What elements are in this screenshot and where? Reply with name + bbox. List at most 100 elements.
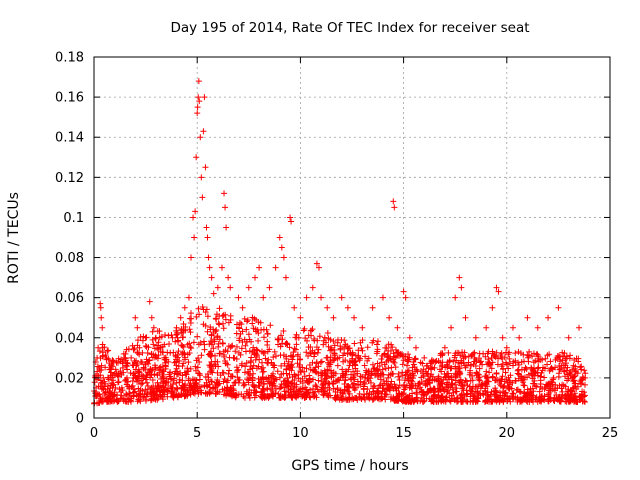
data-point-band [421,397,428,404]
data-point-band [341,344,348,351]
data-point-band [226,367,233,374]
data-point-band [258,359,265,366]
data-point-band [495,355,502,362]
data-point [245,284,252,291]
data-point [499,334,506,341]
data-point-band [116,386,123,393]
data-point-band [306,362,313,369]
data-point [202,164,209,171]
data-point-band [210,345,217,352]
data-point [412,344,419,351]
data-point-band [393,385,400,392]
data-point-band [334,385,341,392]
data-point [152,334,159,341]
data-point-band [200,321,207,328]
data-point [400,288,407,295]
data-point-band [194,333,201,340]
data-point-band [311,336,318,343]
data-point-band [120,396,127,403]
data-point-band [251,394,258,401]
data-point-band [309,347,316,354]
data-point-band [452,388,459,395]
data-point-band [472,356,479,363]
data-point-band [550,374,557,381]
data-point-band [467,362,474,369]
data-point-band [246,374,253,381]
data-point-band [551,398,558,405]
data-point-band [280,351,287,358]
data-point [576,324,583,331]
data-point-band [179,363,186,370]
data-point-band [232,379,239,386]
data-point-band [244,368,251,375]
data-point-band [242,342,249,349]
data-point [203,224,210,231]
data-point-band [518,377,525,384]
data-point-band [404,362,411,369]
data-point-band [212,352,219,359]
data-point-band [565,395,572,402]
data-point-band [465,359,472,366]
x-tick-label: 15 [395,426,412,441]
data-point-band [184,351,191,358]
data-point-band [512,377,519,384]
data-point-band [278,362,285,369]
data-point-band [207,363,214,370]
data-point-band [165,378,172,385]
data-point-band [272,353,279,360]
data-point-band [399,369,406,376]
data-point-band [267,322,274,329]
data-point-band [341,386,348,393]
data-point-band [258,366,265,373]
data-point-band [289,353,296,360]
data-point-band [210,384,217,391]
data-point [272,264,279,271]
y-tick-label: 0.1 [63,211,84,226]
data-point [134,324,141,331]
data-point-band [233,343,240,350]
data-point-band [524,392,531,399]
data-point [452,294,459,301]
data-point-band [182,390,189,397]
data-point-band [281,378,288,385]
data-point-band [269,361,276,368]
data-point-band [336,354,343,361]
data-point-band [291,383,298,390]
data-point [309,284,316,291]
data-point-band [399,353,406,360]
data-point-band [541,392,548,399]
data-point-band [307,394,314,401]
data-point-band [215,320,222,327]
data-point-band [391,359,398,366]
data-point-band [171,375,178,382]
data-point-band [374,360,381,367]
data-point-band [255,363,262,370]
data-point-band [216,313,223,320]
data-point-band [438,368,445,375]
data-point-band [325,380,332,387]
data-point-band [269,382,276,389]
data-point [157,344,164,351]
data-point-band [314,337,321,344]
data-point-band [96,348,103,355]
data-point-band [216,350,223,357]
data-point-band [532,357,539,364]
data-point [495,288,502,295]
data-point-band [223,387,230,394]
data-point-band [136,396,143,403]
data-point-band [452,350,459,357]
data-point-band [581,367,588,374]
data-point-band [357,373,364,380]
grid-lines [94,57,610,418]
data-point-band [418,386,425,393]
data-point-band [420,398,427,405]
data-point [206,264,213,271]
y-tick-label: 0 [76,412,84,427]
data-point-band [214,333,221,340]
data-point-band [517,373,524,380]
data-point-band [564,364,571,371]
data-point-band [204,370,211,377]
data-point-band [374,338,381,345]
data-point-band [529,353,536,360]
data-point-band [364,344,371,351]
